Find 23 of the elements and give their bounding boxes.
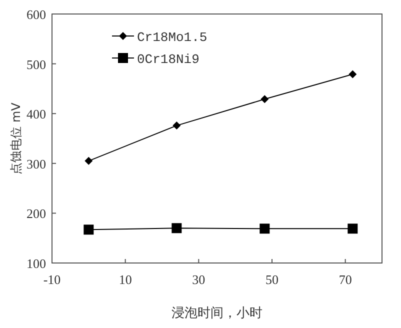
x-tick-label: -10 [43,272,61,287]
y-axis-title: 点蚀电位 mV [9,102,23,174]
point [84,156,93,165]
point [84,224,94,235]
point [172,223,182,234]
y-tick-label: 600 [26,7,46,22]
point [172,122,181,130]
y-tick-label: 200 [26,206,46,222]
y-tick-label: 100 [26,256,46,271]
y-tick-label: 300 [26,156,46,172]
point [260,224,270,234]
point [348,224,358,234]
point [260,95,269,104]
x-tick-label: 70 [338,272,352,287]
y-tick-label: 500 [26,56,46,72]
x-tick-label: 30 [192,272,206,287]
x-axis-title: 浸泡时间，小时 [172,306,262,321]
x-tick-label: 10 [118,272,132,287]
legend-label: Cr18Mo1.5 [137,30,208,45]
x-tick-label: 50 [266,272,278,287]
legend-label: 0Cr18Ni9 [137,52,200,67]
y-tick-label: 400 [26,106,46,122]
point [348,70,357,78]
